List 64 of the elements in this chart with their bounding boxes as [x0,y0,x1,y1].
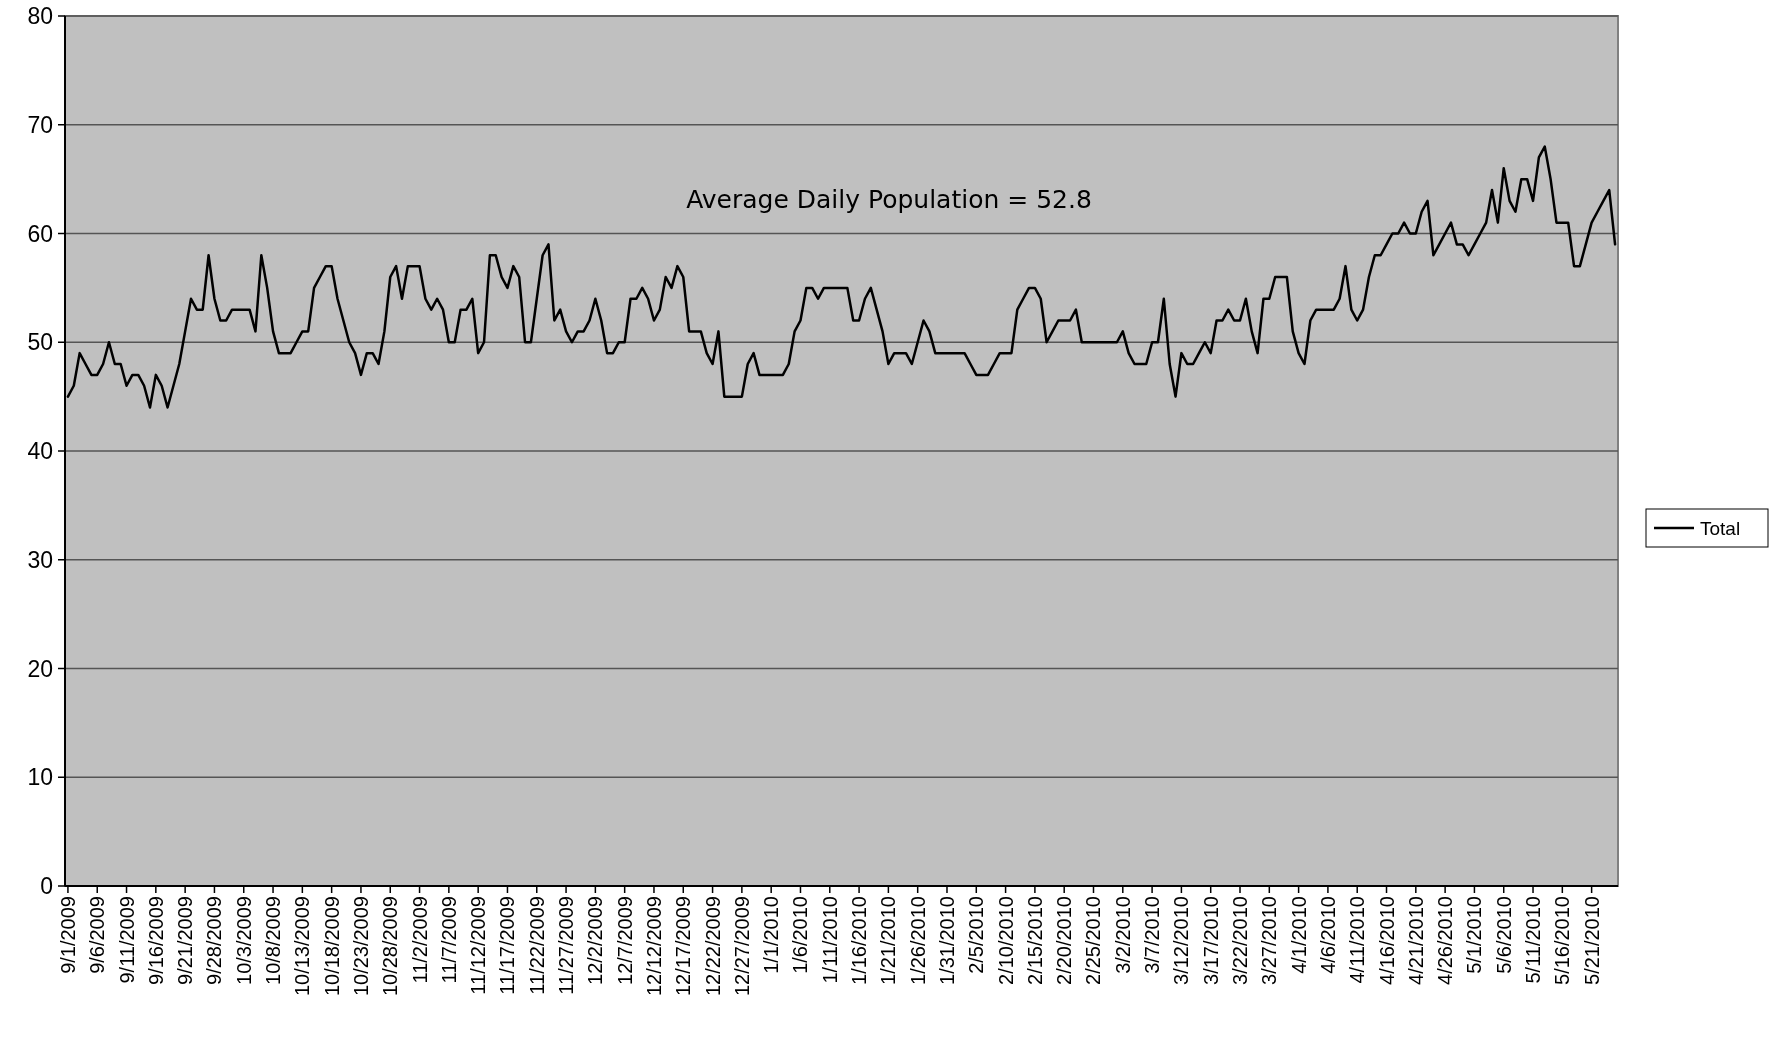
x-tick-label: 1/1/2010 [760,896,783,974]
annotation: Average Daily Population = 52.8 [686,184,1092,214]
x-tick-label: 5/6/2010 [1492,896,1515,974]
x-tick-label: 9/21/2009 [174,896,197,985]
x-tick-label: 12/27/2009 [730,896,753,997]
x-tick-label: 2/10/2010 [994,896,1017,985]
x-tick-label: 10/23/2009 [349,896,372,997]
x-tick-label: 5/11/2010 [1522,896,1545,984]
x-tick-label: 11/17/2009 [496,896,519,995]
x-tick-label: 11/12/2009 [467,896,490,995]
x-tick-label: 3/7/2010 [1141,896,1164,974]
x-tick-label: 4/6/2010 [1316,896,1339,974]
y-tick-label: 50 [27,329,53,356]
x-tick-label: 2/15/2010 [1023,896,1046,985]
x-tick-label: 12/12/2009 [642,896,665,997]
x-tick-label: 11/7/2009 [437,896,460,984]
x-tick-label: 11/27/2009 [555,896,578,995]
x-tick-label: 3/2/2010 [1111,896,1134,974]
y-tick-label: 80 [27,3,53,30]
y-tick-label: 10 [27,764,53,791]
x-tick-label: 3/22/2010 [1229,896,1252,985]
x-tick-label: 4/11/2010 [1346,896,1369,984]
legend-label: Total [1700,517,1741,539]
x-tick-label: 12/17/2009 [672,896,695,997]
x-tick-label: 4/26/2010 [1434,896,1457,985]
x-tick-label: 10/13/2009 [291,896,314,997]
x-tick-label: 1/21/2010 [877,896,900,985]
y-tick-label: 0 [40,873,53,900]
x-tick-label: 12/2/2009 [584,896,607,985]
x-tick-label: 3/17/2010 [1199,896,1222,985]
x-tick-label: 5/16/2010 [1551,896,1574,985]
x-tick-label: 10/18/2009 [320,896,343,997]
x-tick-label: 9/11/2009 [115,896,138,984]
y-tick-label: 70 [27,111,53,138]
x-tick-label: 3/12/2010 [1170,896,1193,985]
x-tick-label: 1/11/2010 [818,896,841,984]
x-tick-label: 1/31/2010 [935,896,958,985]
y-tick-label: 60 [27,220,53,247]
x-tick-label: 11/2/2009 [408,896,431,984]
x-tick-label: 1/6/2010 [789,896,812,974]
x-tick-label: 9/1/2009 [56,896,79,974]
x-tick-label: 10/28/2009 [379,896,402,997]
x-tick-label: 10/8/2009 [262,896,285,985]
y-tick-label: 20 [27,655,53,682]
x-tick-label: 10/3/2009 [232,896,255,985]
x-tick-label: 5/1/2010 [1463,896,1486,974]
x-tick-label: 4/16/2010 [1375,896,1398,985]
x-tick-label: 4/1/2010 [1287,896,1310,974]
x-tick-label: 2/20/2010 [1053,896,1076,985]
x-tick-label: 2/5/2010 [965,896,988,974]
x-tick-label: 4/21/2010 [1404,896,1427,985]
x-tick-label: 12/7/2009 [613,896,636,985]
x-tick-label: 3/27/2010 [1258,896,1281,985]
x-tick-label: 1/16/2010 [848,896,871,985]
x-tick-label: 2/25/2010 [1082,896,1105,985]
x-tick-label: 5/21/2010 [1580,896,1603,985]
x-tick-label: 9/28/2009 [203,896,226,985]
x-tick-label: 9/6/2009 [86,896,109,974]
x-tick-label: 9/16/2009 [144,896,167,985]
x-tick-label: 1/26/2010 [906,896,929,985]
x-tick-label: 11/22/2009 [525,896,548,995]
y-tick-label: 40 [27,438,53,465]
y-tick-label: 30 [27,546,53,573]
x-tick-label: 12/22/2009 [701,896,724,997]
